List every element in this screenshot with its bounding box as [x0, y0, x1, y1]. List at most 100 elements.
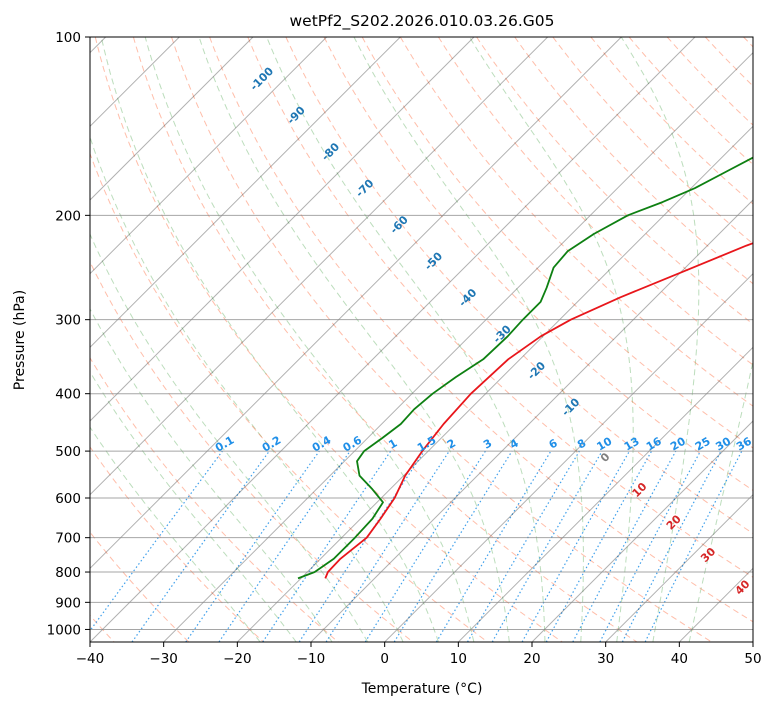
moist-adiabat-line [688, 358, 753, 642]
mixing-ratio-line [262, 450, 392, 642]
dry-adiabat-line [323, 37, 753, 491]
isotherm-line [236, 125, 753, 642]
dry-adiabat-line [94, 37, 563, 642]
isotherm-label: -40 [456, 286, 479, 309]
isotherm-line [90, 37, 328, 275]
chart-title: wetPf2_S202.2026.010.03.26.G05 [290, 12, 555, 31]
dry-adiabat-line [437, 37, 753, 366]
isotherm-line [90, 37, 549, 496]
x-axis-label: Temperature (°C) [361, 681, 483, 697]
plot-area: -100-90-80-70-60-50-40-30-20-10010203040… [90, 37, 754, 642]
mixing-ratio-line [131, 450, 270, 642]
dry-adiabat-line [171, 37, 712, 642]
dry-adiabat-line [704, 37, 753, 87]
dry-adiabat-line [132, 37, 638, 642]
mixing-ratio-line [435, 450, 552, 642]
mixing-ratio-label: 36 [734, 434, 754, 453]
dry-adiabat-line [743, 37, 753, 48]
mixing-ratio-line [298, 450, 425, 642]
y-tick-label: 500 [55, 444, 81, 460]
y-tick-label: 400 [55, 387, 81, 403]
moist-adiabat-line [353, 37, 584, 642]
isotherm-line [457, 346, 753, 642]
mixing-ratio-line [325, 450, 450, 642]
isotherm-label: -30 [491, 322, 514, 345]
isotherm-line [90, 37, 696, 642]
temperature-line [324, 242, 753, 579]
moist-adiabat-line [90, 370, 297, 642]
isotherm-label: -100 [247, 64, 276, 93]
dry-adiabat-line [90, 356, 339, 642]
isotherm-line [310, 199, 753, 642]
x-tick-label: 10 [450, 651, 467, 667]
isotherm-label: -20 [525, 359, 548, 382]
isotherm-label: -80 [319, 140, 342, 163]
x-tick-label: 0 [380, 651, 389, 667]
isotherm-label: 10 [630, 480, 650, 500]
moist-adiabat-line [144, 37, 475, 642]
dry-adiabat-line [552, 37, 753, 245]
x-axis: −40 −30 −20 −10 0 10 20 30 40 50 [76, 642, 762, 667]
moist-adiabat-line [266, 37, 546, 642]
isotherm-line [90, 37, 622, 570]
y-tick-label: 1000 [47, 622, 81, 638]
mixing-ratio-label: 3 [481, 437, 494, 452]
dry-adiabat-line [247, 37, 753, 578]
dry-adiabat-line [399, 37, 753, 407]
dry-adiabat-line [361, 37, 753, 449]
dry-adiabats [90, 37, 753, 642]
mixing-ratio-line [185, 450, 320, 642]
dry-adiabat-line [666, 37, 753, 126]
dewpoint-line [297, 156, 753, 580]
dry-adiabat-line [285, 37, 753, 535]
mixing-ratio-lines [90, 450, 743, 642]
isotherm-line [531, 420, 753, 642]
moist-adiabat-line [100, 37, 439, 642]
mixing-ratio-label: 4 [508, 436, 521, 451]
y-tick-label: 700 [55, 531, 81, 547]
mixing-ratio-label: 2 [445, 437, 458, 452]
plot-frame [89, 36, 754, 643]
mixing-ratio-line [218, 450, 351, 642]
mixing-ratio-line [521, 450, 631, 642]
moist-adiabats [90, 37, 753, 642]
dry-adiabat-line [590, 37, 753, 205]
moist-adiabat-line [90, 135, 404, 642]
mixing-ratio-line [572, 450, 677, 642]
isotherm-label: -90 [285, 104, 308, 127]
dry-adiabat-line [90, 446, 264, 642]
x-tick-label: 30 [597, 651, 614, 667]
moist-adiabat-line [90, 308, 333, 642]
isotherm-line [163, 51, 753, 642]
isotherm-line [384, 272, 753, 642]
x-tick-label: −10 [297, 651, 326, 667]
moist-adiabat-line [198, 37, 510, 642]
y-tick-label: 300 [55, 313, 81, 329]
moist-adiabat-line [90, 232, 369, 642]
mixing-ratio-line [599, 450, 702, 642]
isotherm-label: -50 [422, 249, 445, 272]
x-tick-label: −30 [149, 651, 178, 667]
isotherm-line [678, 567, 753, 642]
y-axis-label: Pressure (hPa) [12, 290, 28, 390]
isotherm-label: 30 [698, 545, 718, 565]
isotherm-line [90, 37, 401, 349]
isotherm-line [605, 493, 753, 642]
x-tick-label: 40 [671, 651, 688, 667]
moist-adiabat-line [620, 37, 700, 642]
dry-adiabat-line [90, 152, 488, 642]
y-tick-label: 600 [55, 491, 81, 507]
isotherms [90, 37, 753, 642]
y-tick-label: 900 [55, 595, 81, 611]
dry-adiabat-line [209, 37, 753, 623]
mixing-ratio-line [545, 450, 653, 642]
sounding-series [297, 156, 753, 580]
x-tick-label: 20 [523, 651, 540, 667]
x-tick-label: 50 [744, 651, 761, 667]
isotherm-line [90, 37, 475, 422]
mixing-ratio-line [644, 450, 743, 642]
isotherm-label: 40 [733, 577, 753, 597]
mixing-ratio-line [393, 450, 513, 642]
moist-adiabat-line [90, 426, 261, 642]
x-tick-label: −40 [76, 651, 105, 667]
